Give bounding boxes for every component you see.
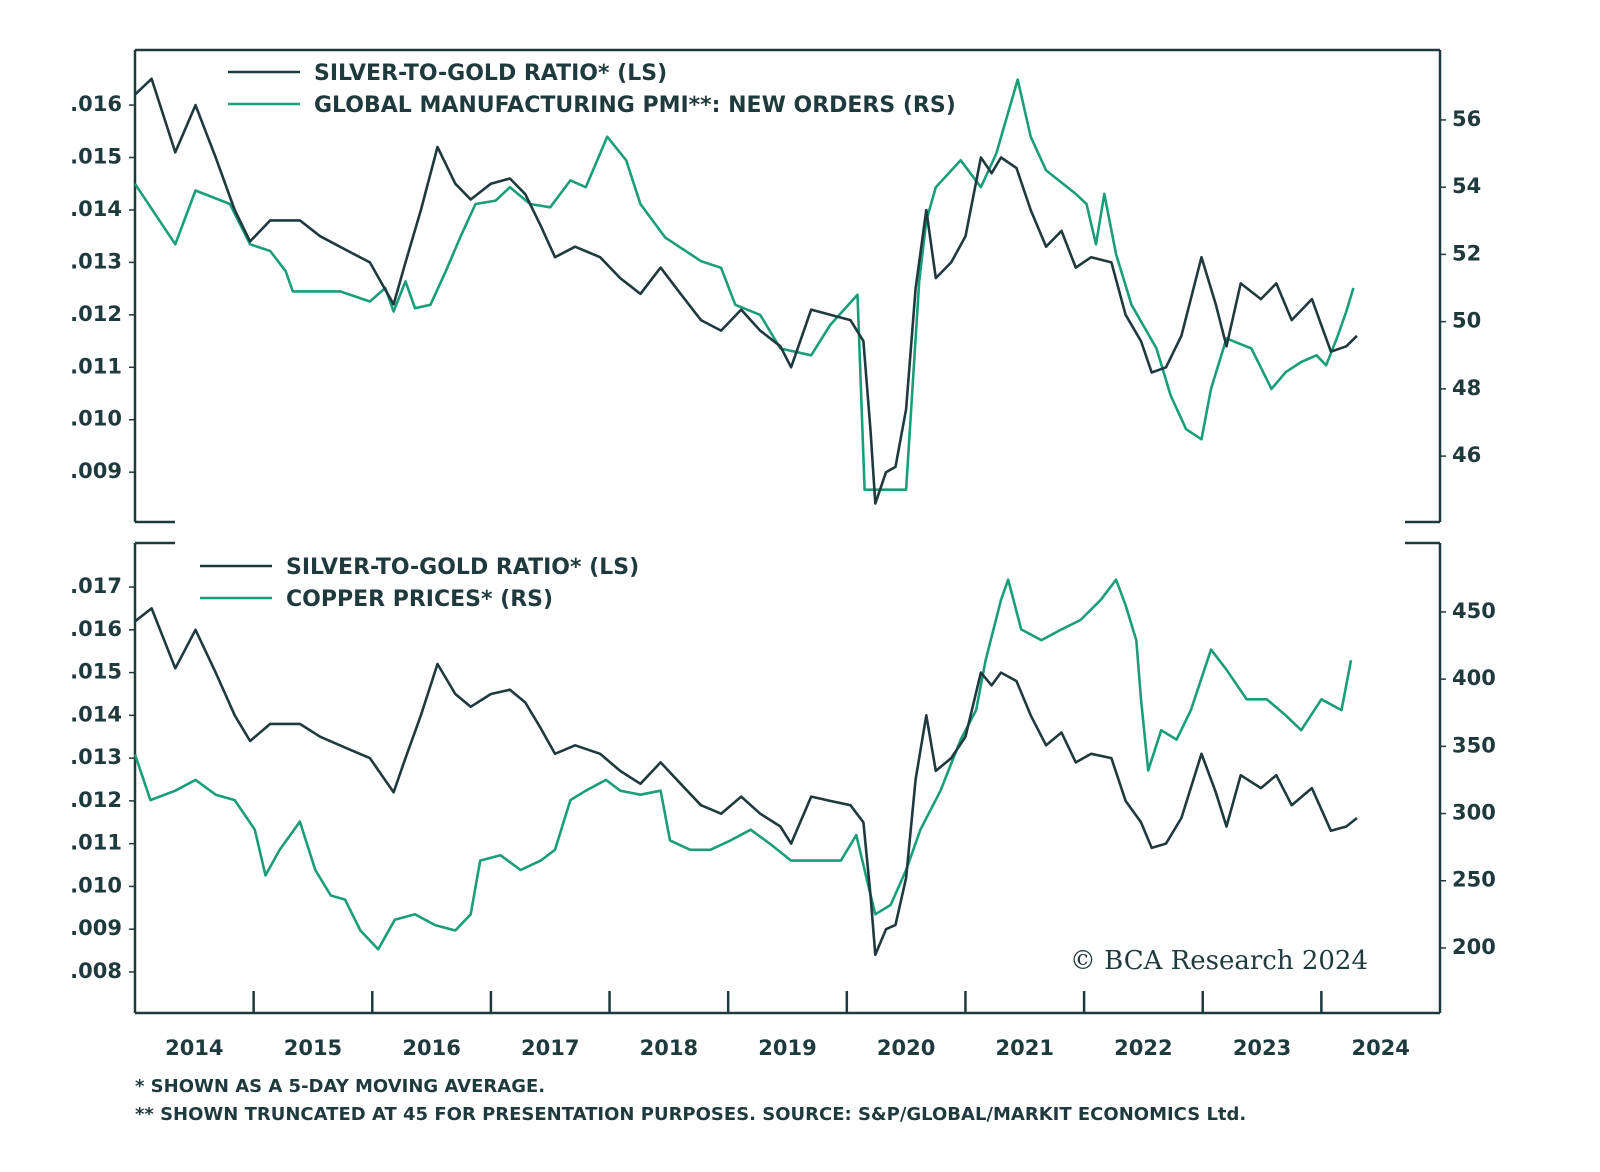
y-tick-label: .009 xyxy=(70,916,122,940)
y-tick-label: .013 xyxy=(70,249,122,273)
y2-tick-label: 200 xyxy=(1452,935,1496,959)
x-tick-label: 2021 xyxy=(996,1036,1054,1060)
y-tick-label: .015 xyxy=(70,145,122,169)
y-tick-label: .016 xyxy=(70,617,122,641)
y-tick-label: .013 xyxy=(70,745,122,769)
y2-tick-label: 54 xyxy=(1452,174,1481,198)
legend-label: COPPER PRICES* (RS) xyxy=(286,587,553,612)
x-tick-label: 2016 xyxy=(402,1036,460,1060)
x-tick-label: 2017 xyxy=(521,1036,579,1060)
y2-tick-label: 450 xyxy=(1452,599,1496,623)
x-tick-label: 2019 xyxy=(758,1036,816,1060)
x-tick-label: 2014 xyxy=(165,1036,223,1060)
y-tick-label: .015 xyxy=(70,660,122,684)
legend-label: GLOBAL MANUFACTURING PMI**: NEW ORDERS (… xyxy=(314,93,956,118)
series-line xyxy=(134,77,1358,505)
footnote: * SHOWN AS A 5-DAY MOVING AVERAGE. xyxy=(135,1076,545,1097)
y2-tick-label: 52 xyxy=(1452,241,1481,265)
y-tick-label: .011 xyxy=(70,831,122,855)
y2-tick-label: 46 xyxy=(1452,443,1481,467)
y-tick-label: .011 xyxy=(70,354,122,378)
y-tick-label: .009 xyxy=(70,459,122,483)
y-tick-label: .010 xyxy=(70,407,122,431)
x-tick-label: 2020 xyxy=(877,1036,935,1060)
footnote: ** SHOWN TRUNCATED AT 45 FOR PRESENTATIO… xyxy=(135,1104,1246,1125)
y-tick-label: .014 xyxy=(70,197,122,221)
y2-tick-label: 250 xyxy=(1452,868,1496,892)
y2-tick-label: 350 xyxy=(1452,733,1496,757)
series-line xyxy=(133,78,1355,491)
x-tick-label: 2024 xyxy=(1351,1036,1409,1060)
y2-tick-label: 400 xyxy=(1452,666,1496,690)
y-tick-label: .014 xyxy=(70,702,122,726)
y-tick-label: .016 xyxy=(70,92,122,116)
y2-tick-label: 56 xyxy=(1452,107,1481,131)
y-tick-label: .012 xyxy=(70,302,122,326)
legend-label: SILVER-TO-GOLD RATIO* (LS) xyxy=(286,555,639,580)
x-tick-label: 2023 xyxy=(1233,1036,1291,1060)
y-tick-label: .012 xyxy=(70,788,122,812)
series-line xyxy=(134,607,1358,957)
y-tick-label: .008 xyxy=(70,959,122,983)
series-line xyxy=(133,578,1353,951)
credit: © BCA Research 2024 xyxy=(1070,946,1368,976)
x-tick-label: 2015 xyxy=(284,1036,342,1060)
x-tick-label: 2022 xyxy=(1114,1036,1172,1060)
legend-label: SILVER-TO-GOLD RATIO* (LS) xyxy=(314,61,667,86)
x-tick-label: 2018 xyxy=(640,1036,698,1060)
y-tick-label: .017 xyxy=(70,574,122,598)
y2-tick-label: 48 xyxy=(1452,376,1481,400)
y-tick-label: .010 xyxy=(70,873,122,897)
y2-tick-label: 50 xyxy=(1452,309,1481,333)
y2-tick-label: 300 xyxy=(1452,801,1496,825)
